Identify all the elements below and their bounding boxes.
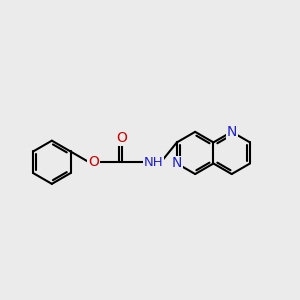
Text: N: N [226, 125, 237, 139]
Text: NH: NH [144, 156, 164, 169]
Text: N: N [172, 157, 182, 170]
Text: O: O [88, 155, 99, 169]
Text: O: O [116, 131, 127, 145]
